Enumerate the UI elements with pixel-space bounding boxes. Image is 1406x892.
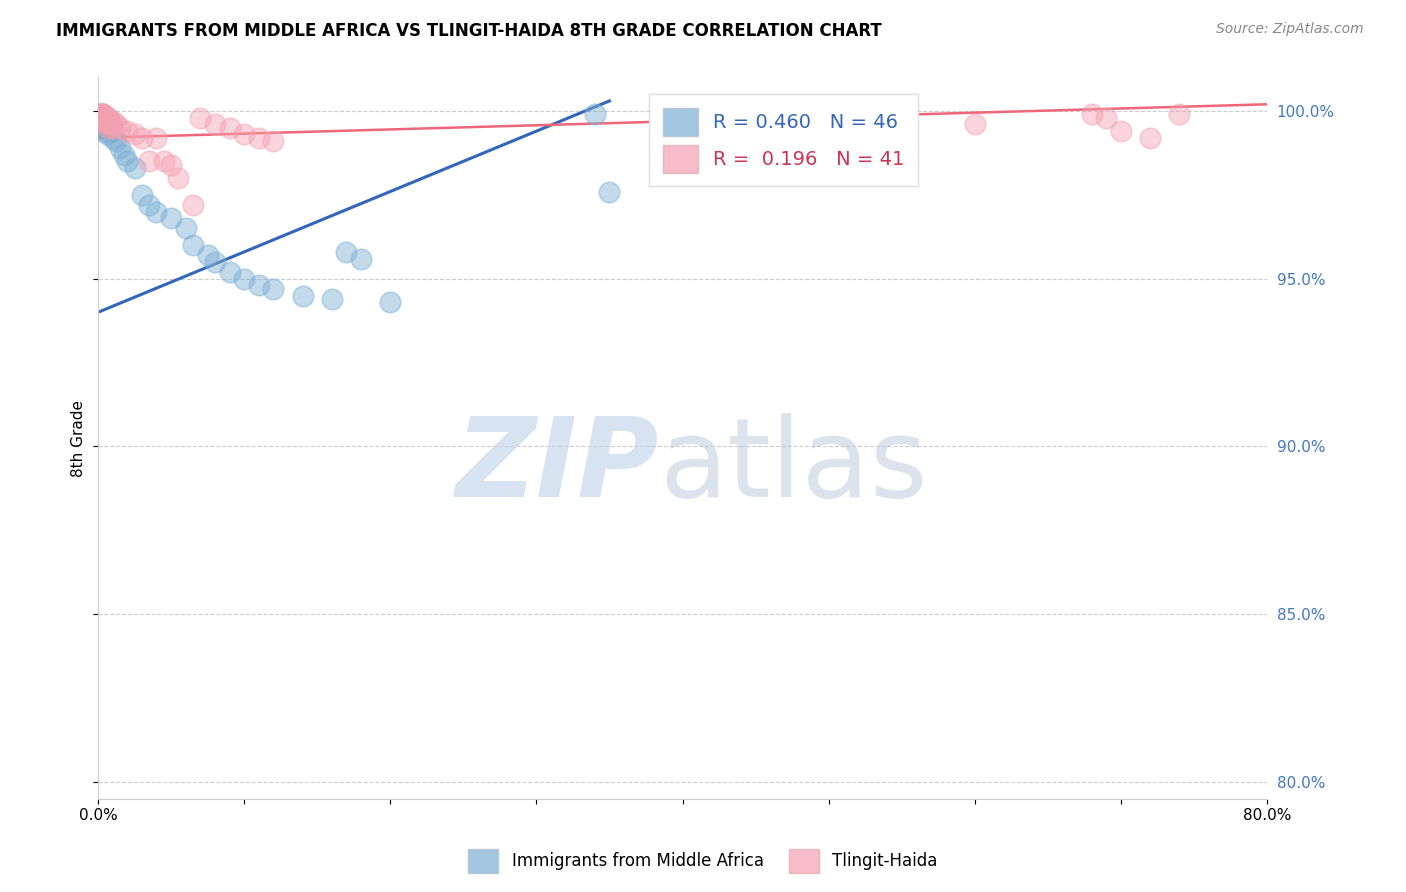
Point [174, 221, 197, 235]
Point [153, 154, 176, 169]
Point [321, 292, 343, 306]
Point [96, 117, 118, 131]
Point [96, 117, 118, 131]
Text: atlas: atlas [659, 414, 928, 520]
Point [101, 120, 124, 135]
Point [90, 107, 112, 121]
Text: Source: ZipAtlas.com: Source: ZipAtlas.com [1216, 22, 1364, 37]
Point [124, 161, 146, 175]
Point [671, 137, 693, 152]
Point [181, 198, 204, 212]
Point [90, 114, 112, 128]
Point [138, 154, 160, 169]
Point [197, 248, 219, 262]
Point [94, 120, 117, 135]
Point [131, 187, 153, 202]
Point [104, 117, 127, 131]
Point [94, 111, 117, 125]
Point [247, 131, 270, 145]
Text: ZIP: ZIP [456, 414, 659, 520]
Point [145, 131, 167, 145]
Point [160, 211, 183, 226]
Point [583, 107, 606, 121]
Point [890, 111, 912, 125]
Point [350, 252, 373, 266]
Point [1080, 107, 1102, 121]
Point [97, 120, 120, 135]
Point [96, 128, 118, 142]
Legend: R = 0.460   N = 46, R =  0.196   N = 41: R = 0.460 N = 46, R = 0.196 N = 41 [650, 95, 918, 186]
Point [98, 117, 121, 131]
Point [262, 134, 284, 148]
Point [90, 111, 112, 125]
Point [90, 117, 112, 131]
Point [1168, 107, 1191, 121]
Point [93, 124, 115, 138]
Point [247, 278, 270, 293]
Point [91, 107, 114, 121]
Point [90, 107, 112, 121]
Point [160, 158, 183, 172]
Point [262, 282, 284, 296]
Point [188, 111, 211, 125]
Point [97, 111, 120, 125]
Point [1095, 111, 1118, 125]
Point [91, 107, 114, 121]
Point [204, 255, 226, 269]
Legend: Immigrants from Middle Africa, Tlingit-Haida: Immigrants from Middle Africa, Tlingit-H… [461, 842, 945, 880]
Point [744, 114, 766, 128]
Point [138, 198, 160, 212]
Point [94, 114, 117, 128]
Point [335, 244, 357, 259]
Point [90, 111, 112, 125]
Point [98, 114, 121, 128]
Y-axis label: 8th Grade: 8th Grade [72, 400, 86, 476]
Point [93, 107, 115, 121]
Point [93, 114, 115, 128]
Point [233, 128, 256, 142]
Point [97, 117, 120, 131]
Point [96, 114, 118, 128]
Point [291, 288, 314, 302]
Point [112, 147, 135, 161]
Point [89, 107, 111, 121]
Text: IMMIGRANTS FROM MIDDLE AFRICA VS TLINGIT-HAIDA 8TH GRADE CORRELATION CHART: IMMIGRANTS FROM MIDDLE AFRICA VS TLINGIT… [56, 22, 882, 40]
Point [117, 124, 139, 138]
Point [108, 120, 131, 135]
Point [108, 141, 131, 155]
Point [598, 185, 620, 199]
Point [91, 120, 114, 135]
Point [167, 171, 190, 186]
Point [218, 265, 240, 279]
Point [145, 204, 167, 219]
Point [93, 111, 115, 125]
Point [380, 295, 402, 310]
Point [204, 117, 226, 131]
Point [91, 114, 114, 128]
Point [101, 131, 124, 145]
Point [117, 154, 139, 169]
Point [97, 111, 120, 125]
Point [89, 111, 111, 125]
Point [89, 107, 111, 121]
Point [93, 117, 115, 131]
Point [181, 238, 204, 252]
Point [101, 114, 124, 128]
Point [963, 117, 986, 131]
Point [1109, 124, 1132, 138]
Point [233, 271, 256, 285]
Point [131, 131, 153, 145]
Point [101, 124, 124, 138]
Point [124, 128, 146, 142]
Point [104, 134, 127, 148]
Point [1139, 131, 1161, 145]
Point [91, 111, 114, 125]
Point [218, 120, 240, 135]
Point [89, 114, 111, 128]
